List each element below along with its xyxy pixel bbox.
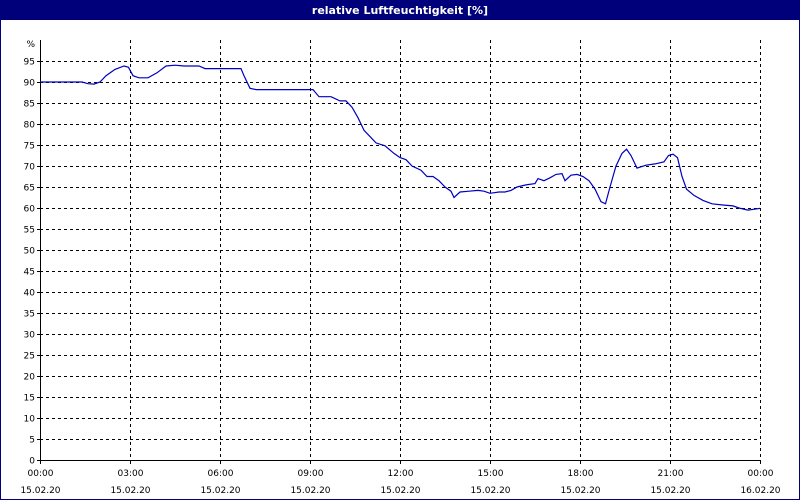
x-tick-time: 00:00 [28, 469, 54, 479]
x-tick-time: 06:00 [208, 469, 234, 479]
x-tick-date: 15.02.20 [650, 486, 690, 496]
y-tick-label: 0 [29, 457, 35, 467]
x-tick-time: 03:00 [118, 469, 144, 479]
y-tick-label: 45 [24, 268, 35, 278]
y-tick-label: 55 [24, 226, 35, 236]
x-tick-date: 15.02.20 [200, 486, 240, 496]
y-tick-label: 25 [24, 352, 35, 362]
x-tick-time: 00:00 [748, 469, 774, 479]
x-tick-time: 15:00 [478, 469, 504, 479]
y-tick-label: 80 [24, 121, 36, 131]
y-tick-label: 10 [24, 415, 36, 425]
y-axis-label: % [26, 40, 35, 50]
y-tick-label: 90 [24, 79, 36, 89]
y-tick-label: 5 [29, 436, 35, 446]
y-tick-label: 85 [24, 100, 35, 110]
x-tick-date: 16.02.20 [740, 486, 780, 496]
chart-title: relative Luftfeuchtigkeit [%] [1, 1, 799, 20]
y-tick-label: 30 [24, 331, 36, 341]
y-tick-label: 40 [24, 289, 36, 299]
series-layer [40, 64, 760, 211]
x-tick-time: 18:00 [568, 469, 594, 479]
y-tick-label: 50 [24, 247, 36, 257]
x-tick-time: 21:00 [658, 469, 684, 479]
x-tick-time: 12:00 [388, 469, 414, 479]
y-tick-label: 35 [24, 310, 35, 320]
x-tick-date: 15.02.20 [20, 486, 60, 496]
y-tick-label: 20 [24, 373, 36, 383]
y-tick-label: 65 [24, 184, 35, 194]
grid-layer [40, 40, 761, 460]
y-tick-label: 15 [24, 394, 35, 404]
x-tick-date: 15.02.20 [110, 486, 150, 496]
x-tick-date: 15.02.20 [560, 486, 600, 496]
y-tick-label: 70 [24, 163, 36, 173]
x-tick-time: 09:00 [298, 469, 324, 479]
humidity-series-line [40, 64, 760, 211]
x-tick-date: 15.02.20 [470, 486, 510, 496]
axis-layer: 0 5 10 15 20 25 30 35 40 45 50 55 60 65 70 75 80 85 90 95 00… [20, 40, 781, 496]
x-tick-date: 15.02.20 [290, 486, 330, 496]
y-tick-label: 60 [24, 205, 36, 215]
y-tick-label: 95 [24, 58, 35, 68]
x-tick-date: 15.02.20 [380, 486, 420, 496]
y-tick-label: 75 [24, 142, 35, 152]
